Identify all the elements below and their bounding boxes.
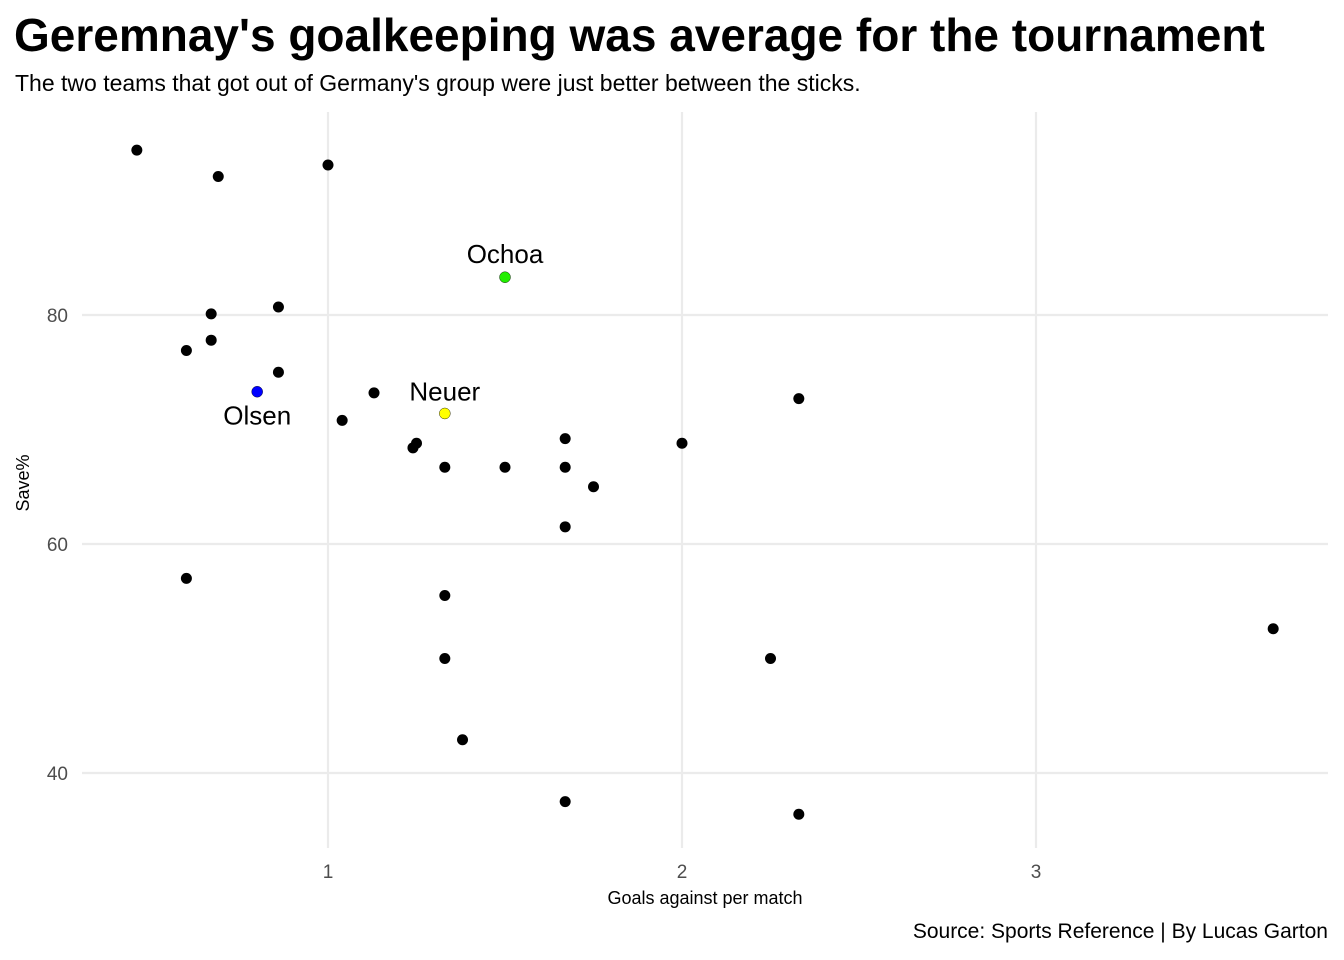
data-point: [457, 734, 469, 746]
data-point: [676, 437, 688, 449]
data-point: [559, 796, 571, 808]
point-label-neuer: Neuer: [409, 376, 480, 406]
data-point: [439, 653, 451, 664]
x-tick-label: 2: [677, 862, 688, 883]
y-axis-title: Save%: [13, 454, 33, 511]
data-point: [272, 366, 284, 378]
data-point: [272, 301, 284, 313]
data-point: [205, 308, 217, 320]
data-point: [322, 159, 334, 171]
point-olsen: [251, 386, 263, 398]
chart-title: Geremnay's goalkeeping was average for t…: [14, 9, 1265, 61]
data-point: [411, 437, 422, 449]
data-point: [793, 393, 805, 405]
data-point: [559, 461, 571, 473]
data-points: [131, 144, 1279, 820]
data-point: [499, 461, 511, 473]
point-neuer: [439, 407, 451, 420]
data-point: [336, 414, 348, 426]
data-point: [559, 433, 571, 445]
y-tick-label: 60: [47, 535, 68, 556]
data-point: [588, 481, 599, 493]
y-tick-label: 80: [47, 306, 68, 327]
point-labels: Ochoa Olsen Neuer: [223, 239, 544, 431]
point-label-olsen: Olsen: [223, 401, 291, 431]
data-point: [180, 572, 192, 584]
data-point: [1267, 623, 1279, 635]
tick-labels: 1 2 3 40 60 80: [47, 306, 1041, 883]
data-point: [131, 144, 143, 156]
chart-subtitle: The two teams that got out of Germany's …: [15, 70, 861, 96]
point-ochoa: [499, 271, 511, 283]
point-label-ochoa: Ochoa: [467, 239, 544, 269]
data-point: [559, 521, 571, 533]
x-tick-label: 3: [1031, 862, 1042, 883]
grid-lines: [82, 112, 1328, 848]
x-axis-title: Goals against per match: [607, 888, 802, 908]
data-point: [439, 461, 451, 473]
x-tick-label: 1: [323, 862, 334, 883]
data-point: [180, 344, 192, 356]
data-point: [439, 590, 451, 602]
data-point: [205, 334, 217, 346]
data-point: [368, 387, 380, 399]
data-point: [793, 808, 805, 820]
y-tick-label: 40: [47, 764, 68, 785]
chart-caption: Source: Sports Reference | By Lucas Gart…: [912, 920, 1328, 943]
data-point: [765, 653, 776, 664]
data-point: [212, 170, 224, 182]
